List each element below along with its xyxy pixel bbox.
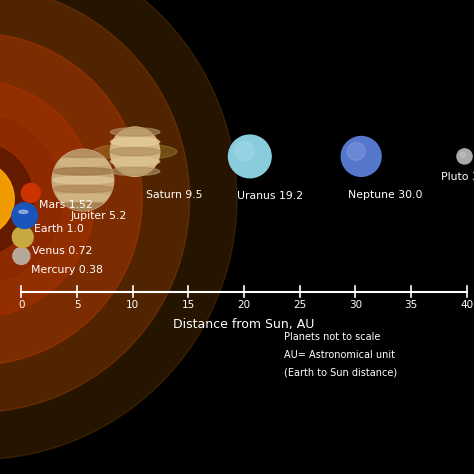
Circle shape: [235, 142, 254, 161]
Circle shape: [110, 127, 160, 176]
Text: Neptune 30.0: Neptune 30.0: [348, 190, 423, 200]
Text: 40: 40: [460, 300, 474, 310]
Circle shape: [12, 203, 37, 228]
Text: Jupiter 5.2: Jupiter 5.2: [70, 211, 127, 221]
Text: 30: 30: [349, 300, 362, 310]
Circle shape: [17, 251, 23, 257]
Text: Mars 1.52: Mars 1.52: [39, 200, 92, 210]
Text: 5: 5: [74, 300, 80, 310]
Circle shape: [347, 143, 365, 160]
Ellipse shape: [21, 210, 33, 219]
Circle shape: [457, 149, 472, 164]
Ellipse shape: [110, 128, 160, 136]
Circle shape: [21, 183, 40, 202]
Text: Planets not to scale: Planets not to scale: [284, 332, 381, 342]
Text: Venus 0.72: Venus 0.72: [32, 246, 92, 256]
Ellipse shape: [19, 210, 28, 213]
Circle shape: [0, 161, 14, 237]
Circle shape: [13, 247, 30, 264]
Text: 20: 20: [237, 300, 251, 310]
Text: (Earth to Sun distance): (Earth to Sun distance): [284, 368, 398, 378]
Circle shape: [341, 137, 381, 176]
Circle shape: [12, 227, 33, 247]
Text: 35: 35: [405, 300, 418, 310]
Ellipse shape: [52, 168, 114, 175]
Text: Pluto 39.5: Pluto 39.5: [441, 172, 474, 182]
Circle shape: [0, 33, 142, 365]
Ellipse shape: [110, 167, 160, 175]
Text: Mercury 0.38: Mercury 0.38: [31, 265, 103, 275]
Circle shape: [52, 149, 114, 211]
Text: 10: 10: [126, 300, 139, 310]
Circle shape: [17, 231, 24, 238]
Ellipse shape: [52, 150, 114, 157]
Text: Distance from Sun, AU: Distance from Sun, AU: [173, 318, 315, 330]
Ellipse shape: [93, 144, 177, 160]
Ellipse shape: [110, 147, 160, 156]
Circle shape: [0, 81, 95, 318]
Ellipse shape: [110, 137, 160, 146]
Circle shape: [228, 135, 271, 178]
Text: 15: 15: [182, 300, 195, 310]
Text: AU= Astronomical unit: AU= Astronomical unit: [284, 350, 395, 360]
Ellipse shape: [52, 176, 114, 184]
Circle shape: [0, 114, 62, 284]
Circle shape: [26, 188, 32, 194]
Ellipse shape: [52, 159, 114, 166]
Ellipse shape: [52, 185, 114, 192]
Text: Saturn 9.5: Saturn 9.5: [146, 190, 202, 200]
Ellipse shape: [52, 203, 114, 210]
Ellipse shape: [18, 214, 24, 222]
Circle shape: [460, 152, 465, 157]
Circle shape: [0, 0, 237, 460]
Text: Uranus 19.2: Uranus 19.2: [237, 191, 303, 201]
Text: Earth 1.0: Earth 1.0: [34, 224, 84, 234]
Circle shape: [0, 0, 190, 412]
Text: 0: 0: [18, 300, 25, 310]
Ellipse shape: [52, 194, 114, 201]
Circle shape: [0, 142, 33, 256]
Text: 25: 25: [293, 300, 306, 310]
Ellipse shape: [110, 157, 160, 166]
